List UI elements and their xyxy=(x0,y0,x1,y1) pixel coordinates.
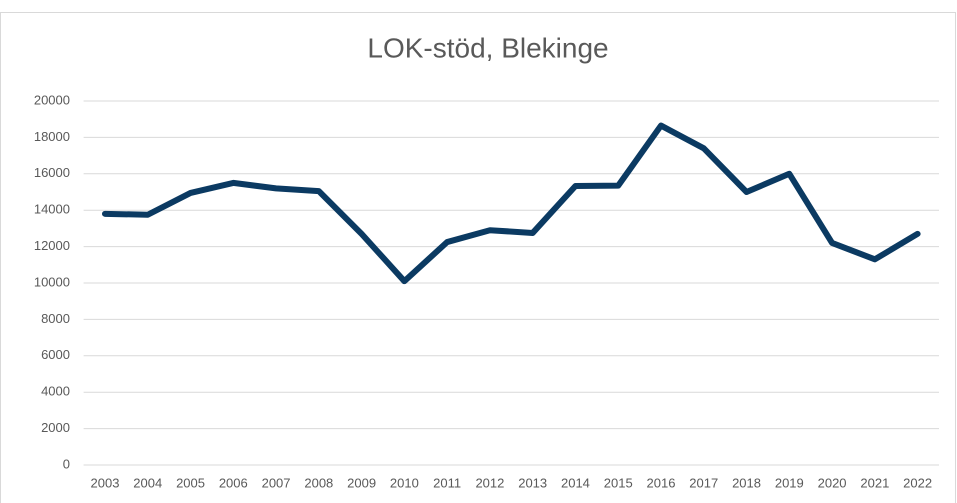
y-tick-label: 16000 xyxy=(34,165,70,180)
x-tick-label: 2010 xyxy=(390,475,419,490)
x-tick-label: 2013 xyxy=(518,475,547,490)
x-tick-label: 2012 xyxy=(475,475,504,490)
x-tick-label: 2017 xyxy=(689,475,718,490)
x-tick-label: 2007 xyxy=(262,475,291,490)
x-tick-label: 2014 xyxy=(561,475,590,490)
x-tick-label: 2003 xyxy=(91,475,120,490)
x-tick-label: 2011 xyxy=(433,475,461,490)
y-tick-label: 6000 xyxy=(41,347,70,362)
chart-title: LOK-stöd, Blekinge xyxy=(367,32,608,63)
x-tick-label: 2022 xyxy=(903,475,932,490)
y-tick-label: 0 xyxy=(63,456,70,471)
y-tick-label: 20000 xyxy=(34,92,70,107)
x-tick-label: 2015 xyxy=(604,475,633,490)
y-tick-label: 18000 xyxy=(34,129,70,144)
x-tick-label: 2006 xyxy=(219,475,248,490)
x-tick-label: 2016 xyxy=(647,475,676,490)
y-tick-label: 14000 xyxy=(34,202,70,217)
y-tick-label: 12000 xyxy=(34,238,70,253)
x-tick-label: 2008 xyxy=(304,475,333,490)
x-tick-label: 2019 xyxy=(775,475,804,490)
y-tick-label: 4000 xyxy=(41,384,70,399)
x-tick-label: 2018 xyxy=(732,475,761,490)
x-tick-label: 2021 xyxy=(860,475,889,490)
x-tick-label: 2004 xyxy=(133,475,162,490)
chart-frame xyxy=(0,12,956,503)
line-series xyxy=(101,122,921,285)
x-tick-label: 2020 xyxy=(818,475,847,490)
y-tick-label: 10000 xyxy=(34,274,70,289)
x-tick-label: 2005 xyxy=(176,475,205,490)
y-tick-label: 8000 xyxy=(41,311,70,326)
x-tick-label: 2009 xyxy=(347,475,376,490)
y-tick-label: 2000 xyxy=(41,420,70,435)
